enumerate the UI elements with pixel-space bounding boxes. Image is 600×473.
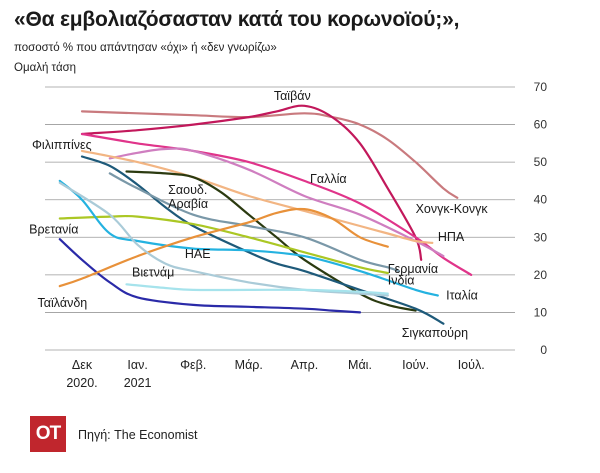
series-label: ΗΠΑ [438,230,465,244]
x-tick-label: Απρ. [291,358,319,372]
chart-subtitle: ποσοστό % που απάντησαν «όχι» ή «δεν γνω… [14,42,277,54]
series-label: Γαλλία [310,172,347,186]
x-tick-label: Μάι. [348,358,372,372]
y-tick-label: 20 [534,268,548,282]
y-tick-label: 50 [534,155,548,169]
y-tick-label: 0 [540,343,547,357]
series-label: Σιγκαπούρη [402,326,468,340]
x-tick-label-year: 2021 [124,376,152,390]
series-line [80,149,434,244]
series-line [58,181,389,297]
y-tick-label: 60 [534,118,548,132]
series-line [125,283,389,295]
series-line [58,207,389,288]
y-tick-label: 40 [534,193,548,207]
series-label: Ταϊβάν [274,89,311,103]
y-tick-label: 30 [534,230,548,244]
y-axis-label: Ομαλή τάση [14,62,77,74]
x-tick-label: Ιούλ. [458,358,485,372]
series-label: ΗΑΕ [185,247,211,261]
y-tick-label: 10 [534,305,548,319]
series-label: Αραβία [168,197,208,211]
x-tick-label: Δεκ [72,358,93,372]
x-tick-label: Ιούν. [402,358,429,372]
source-note: Πηγή: The Economist [78,428,198,442]
series-line [58,179,439,297]
x-tick-label: Φεβ. [180,358,206,372]
series-label: Σαουδ. [168,183,207,197]
series-line [108,147,445,258]
series-lines [58,104,473,325]
series-label: Βρετανία [29,223,78,237]
x-tick-label: Ιαν. [127,358,147,372]
series-label: Φιλιππίνες [32,138,92,152]
series-line [125,170,417,312]
series-label: Ταϊλάνδη [38,296,88,310]
x-axis-ticks: Δεκ 2020. Ιαν. 2021 Φεβ. Μάρ. Απρ. Μάι. Ιούν. Ιού… [66,358,484,390]
series-label: Χονγκ-Κονγκ [416,202,489,216]
x-tick-label: Μάρ. [235,358,263,372]
series-label: Γερμανία [388,262,438,276]
ot-logo: ΟΤ [30,416,66,452]
series-line [108,172,400,273]
y-axis-ticks: 0 10 20 30 40 50 60 70 [534,80,548,357]
series-line [58,238,362,314]
series-label: Ινδία [388,273,415,287]
y-tick-label: 70 [534,80,548,94]
series-labels: Χονγκ-Κονγκ Ταϊβάν Φιλιππίνες Γαλλία ΗΠΑ Σαου… [29,89,488,340]
series-label: Βιετνάμ [132,266,174,280]
series-label: Ιταλία [446,288,478,302]
chart-title: «Θα εμβολιαζόσασταν κατά του κορωνοϊού;»… [14,8,460,31]
x-tick-label-year: 2020. [66,376,97,390]
grid-lines [45,86,515,351]
series-line [80,104,423,261]
